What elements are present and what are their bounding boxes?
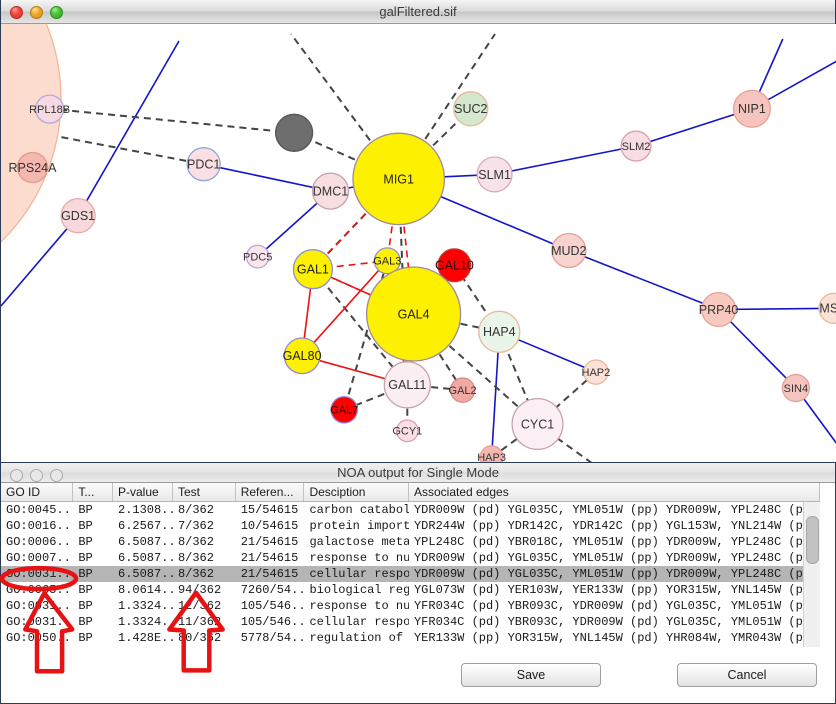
svg-text:NIP1: NIP1 (738, 102, 766, 116)
svg-text:GAL1: GAL1 (297, 263, 329, 277)
svg-text:MUD2: MUD2 (551, 244, 586, 258)
svg-text:GCY1: GCY1 (392, 426, 422, 438)
svg-text:GAL80: GAL80 (283, 349, 322, 363)
svg-text:GAL2: GAL2 (449, 385, 477, 397)
svg-text:GAL10: GAL10 (435, 259, 474, 273)
svg-text:SUC2: SUC2 (454, 102, 487, 116)
svg-text:SLM2: SLM2 (622, 141, 651, 153)
svg-text:SLM1: SLM1 (478, 168, 511, 182)
svg-text:DMC1: DMC1 (313, 185, 348, 199)
svg-text:GDS1: GDS1 (61, 209, 95, 223)
svg-text:GAL11: GAL11 (388, 378, 426, 392)
svg-text:SIN4: SIN4 (784, 383, 808, 395)
svg-text:RPS24A: RPS24A (9, 161, 58, 175)
svg-text:RPL18B: RPL18B (29, 104, 70, 116)
svg-text:HAP2: HAP2 (582, 367, 611, 379)
svg-text:PDC5: PDC5 (243, 251, 272, 263)
svg-text:GAL4: GAL4 (398, 307, 430, 321)
svg-text:MSI1: MSI1 (819, 302, 836, 316)
svg-text:MIG1: MIG1 (383, 172, 414, 186)
svg-text:GAL3: GAL3 (373, 256, 401, 268)
svg-text:HAP3: HAP3 (477, 452, 506, 462)
svg-text:CYC1: CYC1 (521, 417, 554, 431)
svg-text:PRP40: PRP40 (699, 303, 739, 317)
svg-text:GAL7: GAL7 (330, 405, 358, 417)
svg-text:PDC1: PDC1 (187, 158, 220, 172)
svg-text:HAP4: HAP4 (483, 325, 516, 339)
